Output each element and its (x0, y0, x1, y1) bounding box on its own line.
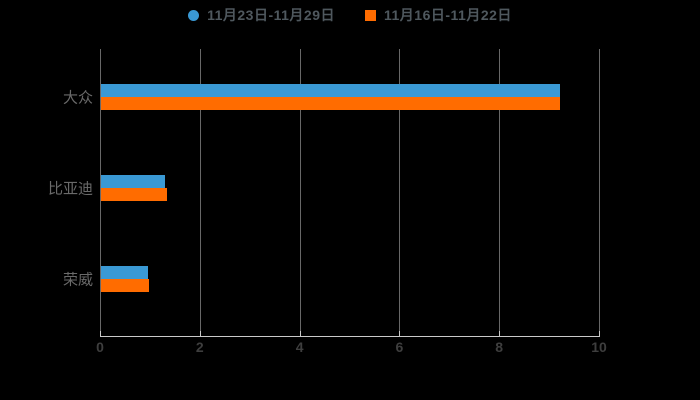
x-axis-tick-10 (599, 331, 600, 336)
gridline-x-2 (199, 49, 201, 336)
category-label-1: 大众 (62, 89, 93, 107)
x-axis-line (100, 336, 600, 337)
x-axis-tick-8 (499, 331, 501, 336)
x-axis-tick-label-8: 8 (495, 339, 504, 355)
x-axis-tick-2 (199, 331, 201, 336)
category-label-3: 荣威 (62, 271, 93, 289)
bar-荣威-series-2 (101, 279, 149, 292)
x-axis-tick-6 (399, 331, 401, 336)
gridline-x-8 (499, 49, 501, 336)
legend-orange-square-icon (365, 9, 376, 21)
x-axis-tick-label-0: 0 (96, 339, 104, 355)
legend-label: 11月23日-11月29日 (207, 7, 335, 23)
gridline-x-10 (599, 49, 600, 336)
chart-legend: 11月23日-11月29日 11月16日-11月22日 (0, 6, 700, 24)
bar-大众-series-1 (101, 84, 561, 97)
legend-item-week-nov16-22[interactable]: 11月16日-11月22日 (365, 5, 512, 25)
x-axis-tick-label-2: 2 (195, 339, 204, 355)
bar-大众-series-2 (101, 97, 561, 110)
category-label-2: 比亚迪 (47, 180, 93, 198)
x-axis-tick-label-4: 4 (295, 339, 304, 355)
bar-比亚迪-series-2 (101, 188, 167, 201)
gridline-x-4 (299, 49, 301, 336)
gridline-x-0 (100, 49, 101, 336)
x-axis-tick-4 (299, 331, 301, 336)
x-axis-tick-label-6: 6 (395, 339, 404, 355)
x-axis-tick-0 (100, 331, 101, 336)
legend-label: 11月16日-11月22日 (384, 7, 512, 23)
legend-blue-circle-icon (188, 9, 200, 21)
x-axis-tick-label-10: 10 (591, 339, 607, 355)
bar-荣威-series-1 (101, 266, 148, 279)
bar-比亚迪-series-1 (101, 175, 165, 188)
legend-item-week-nov23-29[interactable]: 11月23日-11月29日 (188, 5, 335, 25)
gridline-x-6 (399, 49, 401, 336)
